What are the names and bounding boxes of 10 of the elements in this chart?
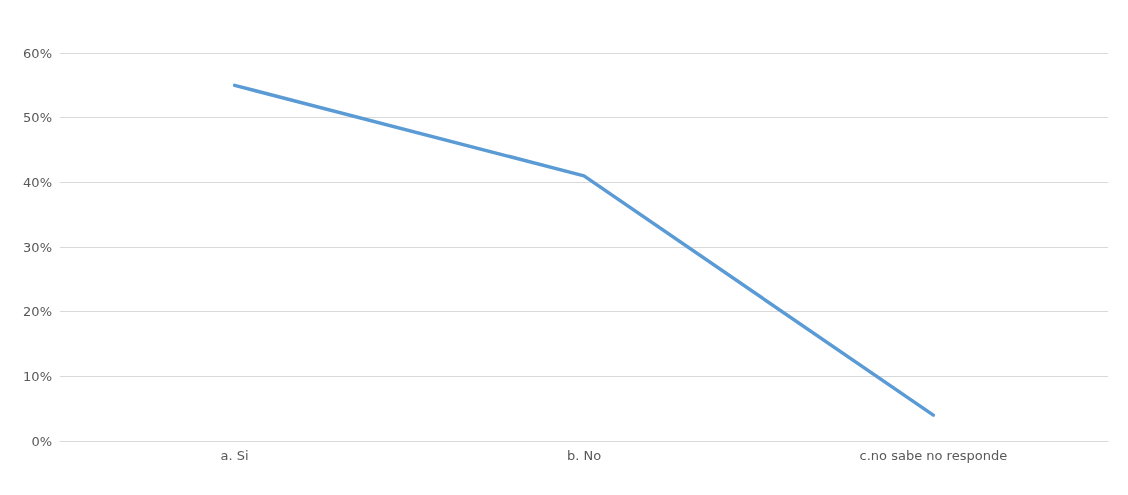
y-tick-label: 50%	[23, 110, 52, 126]
y-tick-label: 20%	[23, 304, 52, 320]
y-tick-label: 10%	[23, 368, 52, 384]
y-tick-label: 40%	[23, 174, 52, 190]
x-tick-label: c.no sabe no responde	[859, 448, 1008, 463]
y-tick-label: 0%	[31, 433, 52, 449]
x-tick-label: a. Si	[220, 448, 249, 463]
y-tick-label: 60%	[23, 45, 52, 61]
x-tick-label: b. No	[566, 448, 602, 463]
y-tick-label: 30%	[23, 239, 52, 255]
